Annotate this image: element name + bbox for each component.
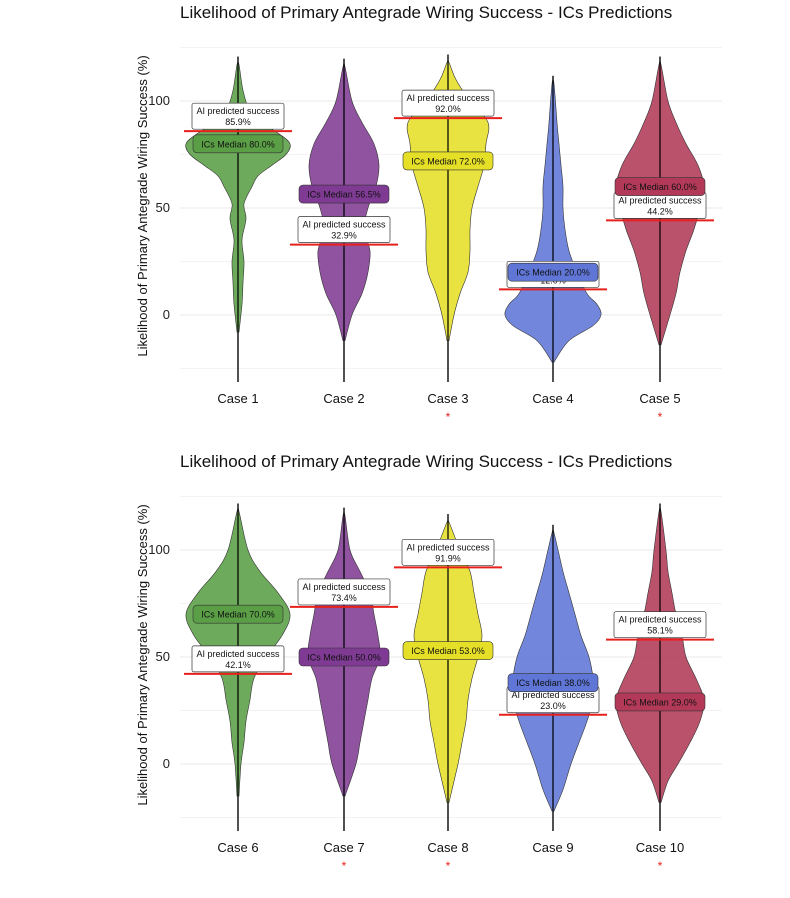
chart1-ai-label-text: AI predicted success	[618, 195, 702, 205]
chart2-y-tick-label: 100	[148, 542, 170, 557]
chart1-significance-star: *	[658, 410, 663, 424]
chart2-ai-label-box	[297, 578, 391, 606]
chart2-ics-median-box	[614, 692, 706, 712]
chart1-ai-value-text: 85.9%	[225, 117, 251, 127]
chart2-ics-median-text: ICs Median 50.0%	[307, 653, 381, 663]
chart2-case-label: Case 9	[532, 840, 573, 855]
chart2-ics-median-text: ICs Median 38.0%	[516, 678, 590, 688]
chart1-ai-value-text: 92.0%	[435, 104, 461, 114]
chart1-ai-label-box	[297, 216, 391, 243]
chart2-ai-label-box	[613, 611, 707, 639]
chart2-case-label: Case 6	[217, 840, 258, 855]
chart1-ics-median-text: ICs Median 60.0%	[623, 182, 697, 192]
chart1-ics-median-box	[298, 184, 390, 204]
chart1-ics-median-text: ICs Median 80.0%	[201, 139, 275, 149]
chart1-case-label: Case 4	[532, 391, 573, 406]
chart2-case-label: Case 7	[323, 840, 364, 855]
chart2-ai-label-box	[191, 645, 285, 673]
chart1-ai-label-text: AI predicted success	[302, 220, 386, 230]
chart2-ics-median-box	[507, 673, 599, 692]
chart2-significance-star: *	[342, 859, 347, 873]
chart2-y-tick-label: 0	[163, 756, 170, 771]
violin-chart-top: Likelihood of Primary Antegrade Wiring S…	[135, 3, 722, 424]
chart2-ai-value-text: 73.4%	[331, 593, 357, 603]
chart2-significance-star: *	[446, 859, 451, 873]
chart1-ics-median-box	[507, 262, 599, 282]
chart1-case-label: Case 1	[217, 391, 258, 406]
chart2-ics-median-box	[298, 647, 390, 667]
chart1-ai-label-text: AI predicted success	[196, 106, 280, 116]
chart1-ai-label-box	[191, 102, 285, 130]
chart1-ics-median-text: ICs Median 56.5%	[307, 190, 381, 200]
chart1-y-tick-label: 0	[163, 307, 170, 322]
chart2-ai-label-text: AI predicted success	[618, 615, 702, 625]
chart1-ai-label-text: AI predicted success	[406, 93, 490, 103]
chart1-case-label: Case 3	[427, 391, 468, 406]
chart2-y-axis-label: Likelihood of Primary Antegrade Wiring S…	[135, 504, 150, 805]
chart2-title: Likelihood of Primary Antegrade Wiring S…	[180, 452, 672, 471]
chart2-ai-label-text: AI predicted success	[302, 582, 386, 592]
chart1-case-label: Case 5	[639, 391, 680, 406]
chart2-ai-label-text: AI predicted success	[406, 542, 490, 552]
chart1-ics-median-box	[614, 177, 706, 196]
chart1-y-tick-label: 100	[148, 93, 170, 108]
chart1-title: Likelihood of Primary Antegrade Wiring S…	[180, 3, 672, 22]
chart1-y-tick-label: 50	[156, 200, 170, 215]
chart2-ai-value-text: 23.0%	[540, 701, 566, 711]
chart1-y-axis-label: Likelihood of Primary Antegrade Wiring S…	[135, 55, 150, 356]
chart2-case-label: Case 10	[636, 840, 684, 855]
chart1-ics-median-text: ICs Median 20.0%	[516, 268, 590, 278]
chart2-ics-median-text: ICs Median 29.0%	[623, 697, 697, 707]
chart2-ai-value-text: 58.1%	[647, 626, 673, 636]
chart1-significance-star: *	[446, 410, 451, 424]
chart2-y-tick-label: 50	[156, 649, 170, 664]
chart2-ics-median-box	[402, 641, 494, 660]
chart1-ics-median-box	[402, 151, 494, 171]
chart1-ai-value-text: 32.9%	[331, 231, 357, 241]
chart2-case-label: Case 8	[427, 840, 468, 855]
chart1-ai-value-text: 44.2%	[647, 206, 673, 216]
chart2-significance-star: *	[658, 859, 663, 873]
chart1-ics-median-text: ICs Median 72.0%	[411, 156, 485, 166]
chart2-ai-label-box	[401, 538, 495, 566]
chart2-ics-median-text: ICs Median 53.0%	[411, 646, 485, 656]
chart2-ics-median-text: ICs Median 70.0%	[201, 610, 275, 620]
chart2-ai-value-text: 91.9%	[435, 553, 461, 563]
chart2-ai-label-text: AI predicted success	[511, 690, 595, 700]
chart2-ai-value-text: 42.1%	[225, 660, 251, 670]
chart1-ai-label-box	[401, 89, 495, 117]
violin-chart-bottom: Likelihood of Primary Antegrade Wiring S…	[135, 452, 722, 873]
chart2-ai-label-text: AI predicted success	[196, 649, 280, 659]
chart2-ics-median-box	[192, 604, 284, 624]
chart1-case-label: Case 2	[323, 391, 364, 406]
chart1-ics-median-box	[192, 134, 284, 154]
